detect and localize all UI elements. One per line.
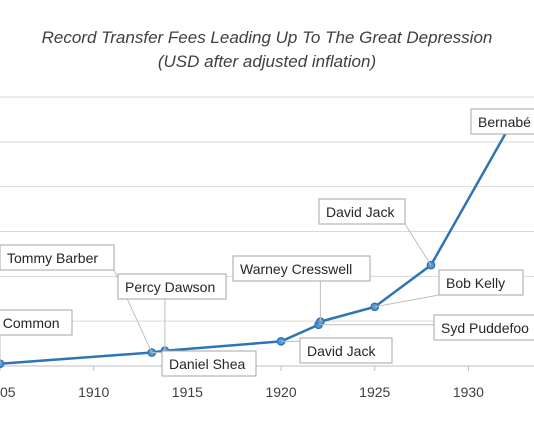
data-label: David Jack xyxy=(307,343,376,359)
data-label: Daniel Shea xyxy=(169,356,245,372)
x-axis: 05 1910 1915 1920 1925 1930 xyxy=(0,365,534,400)
callout-box xyxy=(318,198,406,225)
data-label: f Common xyxy=(0,315,60,331)
chart-title-line1: Record Transfer Fees Leading Up To The G… xyxy=(41,28,493,47)
chart-title: Record Transfer Fees Leading Up To The G… xyxy=(0,26,534,74)
callout-leader xyxy=(374,294,440,308)
callout-box xyxy=(0,309,73,336)
data-label: David Jack xyxy=(326,204,395,220)
data-label: Bernabé xyxy=(478,114,531,130)
x-tick-label: 1915 xyxy=(172,384,203,400)
x-tick-label: 1910 xyxy=(78,384,109,400)
callouts: f Common Tommy Barber Daniel Shea Percy Daw… xyxy=(0,108,534,377)
callout-box xyxy=(470,108,534,135)
callout-leader xyxy=(404,223,432,266)
callout-box xyxy=(117,273,227,300)
callout-box xyxy=(161,350,257,377)
x-tick-label: 1925 xyxy=(359,384,390,400)
callout-box xyxy=(433,314,534,341)
callout-box xyxy=(299,337,393,364)
data-label: Percy Dawson xyxy=(125,279,215,295)
callout-box xyxy=(0,244,115,271)
x-tick-label: 1930 xyxy=(453,384,484,400)
chart-subtitle: (USD after adjusted inflation) xyxy=(157,52,377,71)
data-label: Warney Cresswell xyxy=(240,261,352,277)
data-point xyxy=(0,359,5,369)
data-label: Tommy Barber xyxy=(7,250,98,266)
callout-box xyxy=(438,269,524,296)
x-tick-label: 05 xyxy=(0,384,16,400)
callout-box xyxy=(232,255,371,282)
data-label: Syd Puddefoo xyxy=(441,320,529,336)
data-label: Bob Kelly xyxy=(446,275,505,291)
x-tick-label: 1920 xyxy=(265,384,296,400)
